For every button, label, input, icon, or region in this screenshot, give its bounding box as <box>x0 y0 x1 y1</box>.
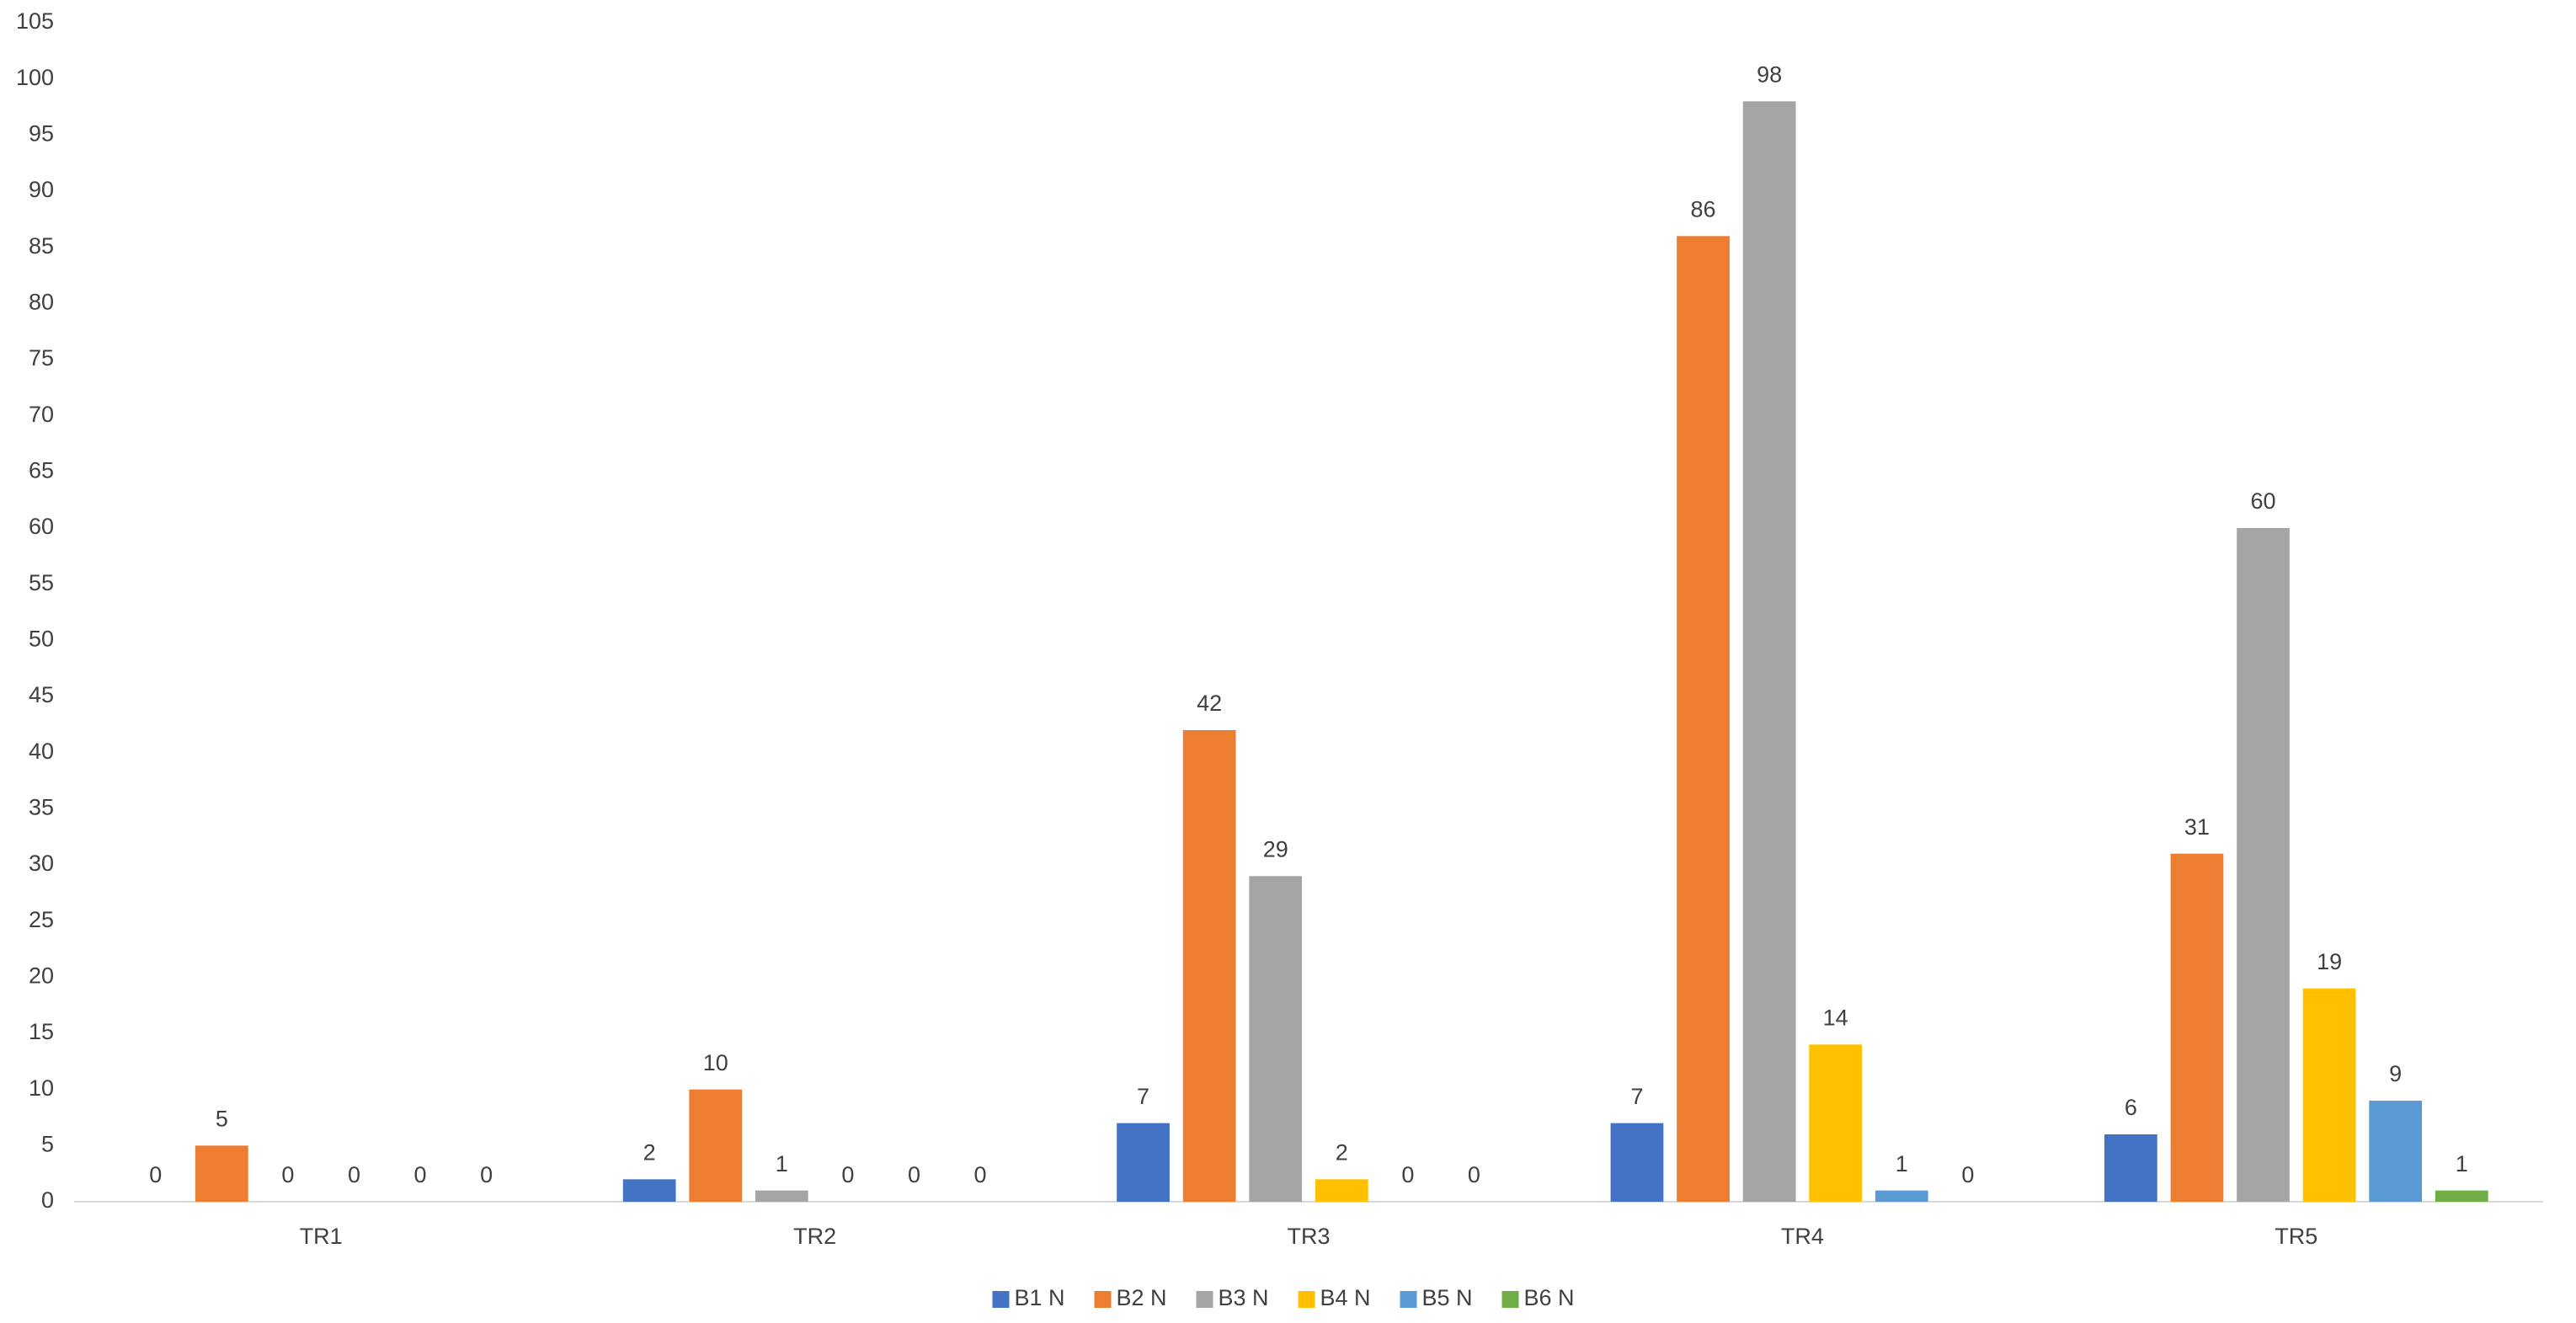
data-label: 0 <box>414 1162 427 1187</box>
bar <box>2302 988 2356 1202</box>
bar <box>1809 1044 1863 1202</box>
bar <box>195 1145 248 1202</box>
bar <box>622 1179 676 1202</box>
data-label: 0 <box>348 1162 360 1187</box>
bar <box>2104 1134 2157 1202</box>
legend-label: B1 N <box>1015 1285 1065 1310</box>
data-label: 0 <box>281 1162 294 1187</box>
data-label: 98 <box>1757 61 1782 87</box>
y-tick-label: 60 <box>29 514 54 539</box>
bar <box>1742 101 1796 1202</box>
y-tick-label: 50 <box>29 626 54 651</box>
bar <box>1117 1123 1170 1202</box>
bar <box>755 1190 808 1202</box>
data-label: 9 <box>2389 1061 2402 1086</box>
y-tick-label: 55 <box>29 570 54 595</box>
bar <box>1875 1190 1928 1202</box>
data-label: 60 <box>2250 488 2275 514</box>
x-tick-label: TR3 <box>1287 1224 1330 1249</box>
bar <box>1249 876 1303 1202</box>
legend-swatch <box>992 1291 1010 1308</box>
legend-label: B2 N <box>1117 1285 1167 1310</box>
x-tick-label: TR2 <box>793 1224 836 1249</box>
data-label: 14 <box>1823 1005 1848 1030</box>
data-label: 6 <box>2125 1095 2137 1120</box>
data-label: 1 <box>776 1151 788 1176</box>
data-label: 2 <box>1336 1139 1348 1165</box>
bar <box>1610 1123 1664 1202</box>
data-label: 1 <box>2456 1151 2468 1176</box>
legend-swatch <box>1196 1291 1213 1308</box>
data-label: 29 <box>1263 836 1288 862</box>
legend-swatch <box>1501 1291 1519 1308</box>
y-tick-label: 80 <box>29 289 54 314</box>
y-tick-label: 95 <box>29 120 54 146</box>
y-tick-label: 65 <box>29 457 54 483</box>
data-label: 10 <box>703 1050 728 1075</box>
x-tick-label: TR5 <box>2275 1224 2317 1249</box>
y-tick-label: 10 <box>29 1075 54 1101</box>
y-tick-label: 20 <box>29 963 54 988</box>
bar <box>1182 730 1236 1202</box>
data-label: 42 <box>1197 691 1222 716</box>
y-tick-label: 40 <box>29 739 54 764</box>
y-tick-label: 45 <box>29 682 54 707</box>
legend-swatch <box>1298 1291 1315 1308</box>
data-label: 0 <box>841 1162 854 1187</box>
data-label: 31 <box>2184 814 2210 840</box>
data-label: 0 <box>149 1162 162 1187</box>
data-label: 0 <box>1468 1162 1480 1187</box>
data-label: 19 <box>2317 949 2342 974</box>
data-label: 86 <box>1691 196 1716 221</box>
legend-label: B4 N <box>1320 1285 1371 1310</box>
data-label: 0 <box>1961 1162 1974 1187</box>
y-tick-label: 85 <box>29 233 54 259</box>
data-label: 0 <box>1401 1162 1414 1187</box>
y-tick-label: 100 <box>16 65 54 90</box>
y-tick-label: 5 <box>41 1131 54 1156</box>
data-label: 1 <box>1896 1151 1908 1176</box>
data-label: 2 <box>643 1139 656 1165</box>
legend-swatch <box>1094 1291 1112 1308</box>
data-label: 7 <box>1137 1084 1149 1109</box>
bar <box>2237 528 2290 1202</box>
data-label: 0 <box>974 1162 987 1187</box>
bar <box>1677 236 1730 1202</box>
y-tick-label: 70 <box>29 402 54 427</box>
data-label: 7 <box>1630 1084 1643 1109</box>
y-tick-label: 105 <box>16 8 54 34</box>
data-label: 5 <box>216 1106 228 1131</box>
y-tick-label: 90 <box>29 177 54 202</box>
bar <box>2435 1190 2488 1202</box>
bar <box>2170 853 2224 1202</box>
x-tick-label: TR1 <box>300 1224 343 1249</box>
y-tick-label: 0 <box>41 1187 54 1213</box>
legend-swatch <box>1400 1291 1417 1308</box>
legend-label: B3 N <box>1219 1285 1269 1310</box>
bar <box>689 1089 743 1202</box>
legend-label: B6 N <box>1524 1285 1575 1310</box>
x-tick-label: TR4 <box>1781 1224 1824 1249</box>
y-tick-label: 25 <box>29 907 54 932</box>
data-label: 0 <box>908 1162 920 1187</box>
legend-label: B5 N <box>1422 1285 1473 1310</box>
data-label: 0 <box>480 1162 493 1187</box>
bar <box>2369 1101 2423 1202</box>
y-tick-label: 35 <box>29 794 54 819</box>
y-tick-label: 75 <box>29 345 54 371</box>
y-tick-label: 30 <box>29 851 54 876</box>
y-tick-label: 15 <box>29 1019 54 1044</box>
bar <box>1315 1179 1368 1202</box>
